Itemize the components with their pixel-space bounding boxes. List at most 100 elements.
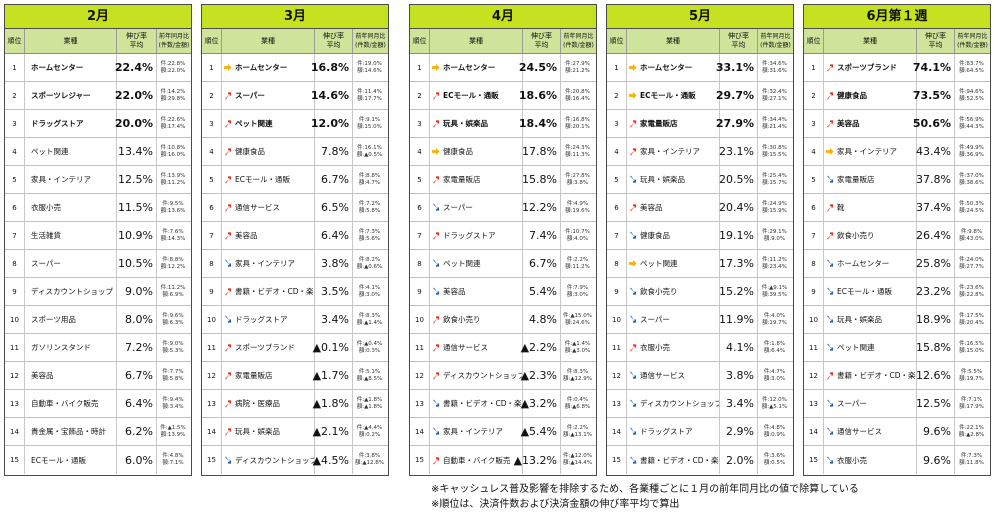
- industry-cell: ECモール・通販: [638, 82, 720, 109]
- rank-cell: 5: [5, 166, 25, 193]
- yoy-cell: 件:9.8% 額:43.0%: [955, 222, 990, 249]
- trend-up-icon: [824, 54, 835, 81]
- industry-cell: 美容品: [835, 110, 917, 137]
- yoy-cell: 件:17.5% 額:20.4%: [955, 306, 990, 333]
- yoy-cell: 件:8.8% 額:4.7%: [353, 166, 388, 193]
- yoy-cell: 件:9.4% 額:3.4%: [157, 390, 191, 417]
- trend-up-icon: [222, 418, 233, 445]
- yoy-amount: 額:16.0%: [160, 151, 186, 158]
- yoy-count: 件:22.1%: [959, 424, 984, 431]
- industry-cell: 病院・医療品: [233, 390, 315, 417]
- yoy-cell: 件:4.8% 額:7.1%: [157, 446, 191, 474]
- yoy-count: 件:20.8%: [565, 88, 590, 95]
- panel-1: 2月 順位 業種 伸び率 平均 前年同月比 (件数/金額) 1 ホームセンター 22.4% 件:…: [4, 4, 192, 476]
- trend-flat-icon: [627, 250, 638, 277]
- industry-cell: 玩具・娯楽品: [441, 110, 523, 137]
- yoy-amount: 額:▲6.8%: [564, 403, 591, 410]
- trend-up-icon: [430, 166, 441, 193]
- rank-cell: 12: [5, 362, 25, 389]
- table-row: 3 ドラッグストア 20.0% 件:22.6% 額:17.4%: [5, 110, 191, 138]
- yoy-cell: 件:20.8% 額:16.4%: [561, 82, 596, 109]
- rank-cell: 15: [804, 446, 824, 474]
- yoy-cell: 件:▲12.0% 額:▲14.4%: [561, 446, 596, 474]
- rate-cell: 43.4%: [916, 138, 955, 165]
- header-industry: 業種: [824, 29, 917, 53]
- rank-cell: 8: [410, 250, 430, 277]
- rank-cell: 4: [202, 138, 222, 165]
- rank-cell: 2: [202, 82, 222, 109]
- yoy-amount: 額:43.0%: [959, 235, 984, 242]
- rank-cell: 13: [804, 390, 824, 417]
- rank-cell: 3: [5, 110, 25, 137]
- trend-up-icon: [824, 362, 835, 389]
- yoy-amount: 額:11.2%: [565, 263, 590, 270]
- header-rate: 伸び率 平均: [917, 29, 955, 53]
- header-yoy: 前年同月比 (件数/金額): [355, 33, 386, 49]
- yoy-cell: 件:94.6% 額:52.5%: [955, 82, 990, 109]
- rate-cell: ▲2.3%: [521, 362, 561, 389]
- yoy-count: 件:50.3%: [959, 200, 984, 207]
- table-row: 9 飲食小売り 15.2% 件:▲9.1% 額:39.5%: [607, 278, 793, 306]
- yoy-count: 件:2.2%: [566, 256, 589, 263]
- yoy-cell: 件:16.5% 額:15.0%: [955, 334, 990, 361]
- header-yoy: 前年同月比 (件数/金額): [563, 33, 594, 49]
- industry-cell: ドラッグストア: [233, 306, 315, 333]
- table-row: 14 貴金属・宝飾品・時計 6.2% 件:▲1.5% 額:13.9%: [5, 418, 191, 446]
- industry-cell: 通信サービス: [835, 418, 917, 445]
- trend-up-icon: [430, 110, 441, 137]
- trend-up-icon: [222, 110, 233, 137]
- rate-cell: 3.4%: [720, 390, 758, 417]
- yoy-count: 件:16.5%: [959, 340, 984, 347]
- yoy-amount: 額:0.9%: [763, 431, 786, 438]
- trend-flat-icon: [627, 54, 638, 81]
- trend-up-icon: [824, 110, 835, 137]
- table-row: 14 ドラッグストア 2.9% 件:4.8% 額:0.9%: [607, 418, 793, 446]
- yoy-amount: 額:52.5%: [959, 95, 984, 102]
- yoy-cell: 件:▲1.8% 額:▲1.8%: [353, 390, 388, 417]
- rank-cell: 5: [607, 166, 627, 193]
- rate-cell: 10.9%: [117, 222, 157, 249]
- yoy-amount: 額:22.8%: [959, 291, 984, 298]
- rate-cell: 7.8%: [315, 138, 353, 165]
- rate-cell: ▲2.1%: [313, 418, 353, 445]
- header-rate: 伸び率 平均: [117, 29, 157, 53]
- yoy-cell: 件:7.3% 額:11.8%: [955, 446, 990, 474]
- rate-cell: 13.4%: [117, 138, 157, 165]
- table-row: 8 ペット関連 6.7% 件:2.2% 額:11.2%: [410, 250, 596, 278]
- yoy-amount: 額:11.2%: [160, 179, 186, 186]
- trend-flat-icon: [430, 138, 441, 165]
- yoy-cell: 件:1.8% 額:6.4%: [758, 334, 793, 361]
- rank-cell: 12: [607, 362, 627, 389]
- yoy-amount: 額:3.0%: [566, 291, 589, 298]
- rank-cell: 9: [410, 278, 430, 305]
- table-row: 2 ECモール・通販 29.7% 件:32.4% 額:27.1%: [607, 82, 793, 110]
- header-rank: 順位: [202, 29, 222, 53]
- rate-cell: 74.1%: [913, 54, 955, 81]
- trend-flat-icon: [824, 138, 835, 165]
- rank-cell: 2: [607, 82, 627, 109]
- rank-cell: 5: [410, 166, 430, 193]
- rate-cell: 8.0%: [117, 306, 157, 333]
- yoy-amount: 額:9.0%: [763, 235, 786, 242]
- yoy-amount: 額:▲5.1%: [761, 403, 788, 410]
- yoy-cell: 件:16.1% 額:▲0.5%: [353, 138, 388, 165]
- yoy-amount: 額:15.0%: [357, 123, 382, 130]
- rank-cell: 3: [804, 110, 824, 137]
- yoy-cell: 件:23.6% 額:22.8%: [955, 278, 990, 305]
- rank-cell: 5: [804, 166, 824, 193]
- rank-cell: 6: [202, 194, 222, 221]
- industry-cell: 自動車・バイク販売: [25, 390, 117, 417]
- industry-cell: 玩具・娯楽品: [233, 418, 315, 445]
- yoy-cell: 件:24.0% 額:27.7%: [955, 250, 990, 277]
- panel-title: 2月: [5, 5, 191, 29]
- industry-cell: ホームセンター: [25, 54, 117, 81]
- rate-cell: 6.4%: [315, 222, 353, 249]
- table-row: 12 書籍・ビデオ・CD・楽器 12.6% 件:5.5% 額:19.7%: [804, 362, 990, 390]
- rate-cell: 19.1%: [719, 222, 758, 249]
- yoy-cell: 件:34.6% 額:31.6%: [758, 54, 793, 81]
- yoy-cell: 件:5.1% 額:▲8.5%: [353, 362, 388, 389]
- rank-cell: 13: [5, 390, 25, 417]
- yoy-cell: 件:24.3% 額:11.3%: [561, 138, 596, 165]
- yoy-count: 件:3.8%: [358, 453, 381, 459]
- rank-cell: 1: [5, 54, 25, 81]
